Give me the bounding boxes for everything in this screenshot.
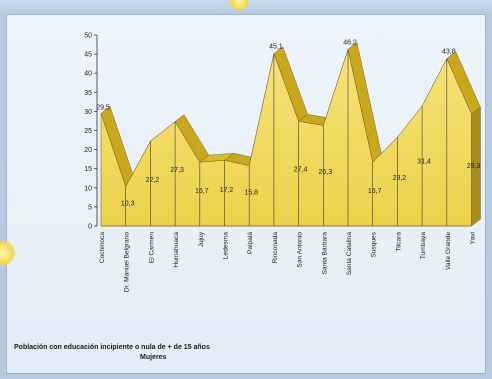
x-tick-label: Cochinoca xyxy=(99,232,106,263)
x-tick-label: Dr. Manuel Belgrano xyxy=(124,232,131,292)
data-label: 45,1 xyxy=(269,44,283,51)
y-axis: 0 5 10 15 20 25 30 35 40 45 50 xyxy=(84,33,98,231)
data-label: 43,8 xyxy=(442,49,456,56)
x-tick-label: Yavi xyxy=(470,231,477,244)
data-label: 16,7 xyxy=(195,188,209,195)
x-tick-label: Ledesma xyxy=(223,232,230,259)
caption-line-1: Población con educación incipiente o nul… xyxy=(14,344,210,351)
data-label: 31,4 xyxy=(417,159,431,166)
x-tick-label: Santa Bárbara xyxy=(321,232,328,275)
data-labels: 29,5 10,3 22,2 27,3 16,7 17,2 15,8 45,1 27,4 26,3… xyxy=(96,40,480,208)
data-label: 26,3 xyxy=(318,169,332,176)
sun-decoration-icon xyxy=(0,240,16,266)
y-tick-label: 15 xyxy=(84,166,92,173)
x-tick-label: Humahuaca xyxy=(173,232,180,268)
x-tick-label: El Carmen xyxy=(148,232,155,263)
data-label: 17,2 xyxy=(220,187,234,194)
sun-decoration-icon xyxy=(228,0,250,10)
data-label: 15,8 xyxy=(244,190,258,197)
y-tick-label: 35 xyxy=(84,90,92,97)
data-label: 10,3 xyxy=(121,201,135,208)
x-tick-label: Tumbaya xyxy=(420,232,427,260)
y-tick-label: 45 xyxy=(84,52,92,59)
data-label: 23,2 xyxy=(393,175,407,182)
data-label: 29,3 xyxy=(467,163,481,170)
x-tick-label: Tilcara xyxy=(395,232,402,252)
y-tick-label: 40 xyxy=(84,71,92,78)
data-label: 46,2 xyxy=(343,40,357,47)
y-tick-label: 0 xyxy=(88,224,92,231)
y-tick-label: 5 xyxy=(88,204,92,211)
y-tick-label: 20 xyxy=(84,147,92,154)
data-label: 16,7 xyxy=(368,188,382,195)
x-tick-label: Valle Grande xyxy=(445,232,452,270)
x-tick-label: San Antonio xyxy=(297,232,304,268)
x-tick-label: Palpalá xyxy=(247,232,254,254)
area-series xyxy=(100,41,481,227)
data-label: 29,5 xyxy=(96,104,110,111)
data-label: 27,4 xyxy=(294,167,308,174)
y-tick-label: 50 xyxy=(84,33,92,40)
x-tick-label: Santa Catalina xyxy=(346,232,353,276)
x-tick-label: Jujuy xyxy=(198,231,205,247)
area-side-face xyxy=(471,106,481,227)
chart-caption: Población con educación incipiente o nul… xyxy=(14,343,314,363)
data-label: 27,3 xyxy=(170,167,184,174)
caption-line-2: Mujeres xyxy=(140,354,167,361)
data-label: 22,2 xyxy=(146,177,160,184)
y-tick-label: 10 xyxy=(84,185,92,192)
y-tick-label: 30 xyxy=(84,109,92,116)
y-tick-label: 25 xyxy=(84,128,92,135)
x-axis-labels: Cochinoca Dr. Manuel Belgrano El Carmen Hum… xyxy=(99,231,477,292)
x-tick-label: Susques xyxy=(371,231,378,257)
x-tick-label: Rinconada xyxy=(272,232,279,264)
